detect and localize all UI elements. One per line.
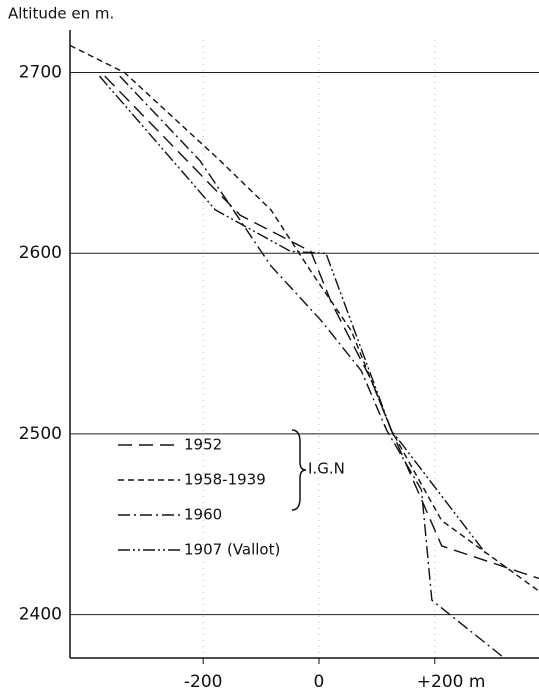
y-tick-label: 2400 bbox=[19, 605, 62, 625]
y-axis-label: Altitude en m. bbox=[8, 5, 114, 23]
legend-label: 1958-1939 bbox=[184, 471, 266, 489]
legend-label: 1907 (Vallot) bbox=[184, 541, 280, 559]
legend-label: 1952 bbox=[184, 436, 222, 454]
x-tick-label: 0 bbox=[314, 672, 325, 692]
x-tick-label: +200 m bbox=[417, 672, 486, 692]
series-line bbox=[119, 75, 503, 657]
x-tick-label: -200 bbox=[184, 672, 223, 692]
annotation: I.G.N bbox=[308, 460, 345, 478]
legend-label: 1960 bbox=[184, 506, 222, 524]
y-tick-label: 2500 bbox=[19, 424, 62, 444]
series-line bbox=[99, 75, 488, 556]
series-line bbox=[104, 75, 539, 580]
y-tick-label: 2600 bbox=[19, 243, 62, 263]
series-line bbox=[69, 44, 539, 592]
legend-brace bbox=[291, 429, 307, 511]
y-tick-label: 2700 bbox=[19, 63, 62, 83]
